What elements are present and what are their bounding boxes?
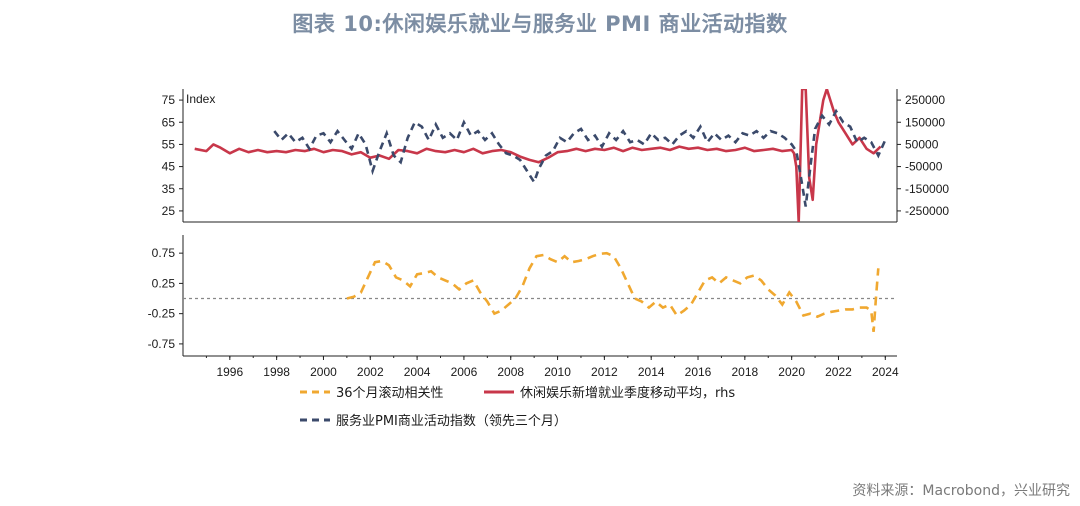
bottom-left-tick-label: 0.25 <box>152 276 176 290</box>
top-right-tick-label: 250000 <box>905 93 945 107</box>
x-tick-label: 2024 <box>872 365 899 379</box>
top-left-tick-label: 45 <box>162 160 176 174</box>
bottom-left-tick-label: -0.25 <box>148 307 176 321</box>
x-tick-label: 2002 <box>357 365 384 379</box>
x-tick-label: 2012 <box>591 365 618 379</box>
top-axis-label: Index <box>186 92 215 106</box>
bottom-left-tick-label: -0.75 <box>148 337 176 351</box>
top-right-tick-label: 150000 <box>905 115 945 129</box>
top-panel: 75 65 55 45 35 25 Index 250000 150000 50000 -50000… <box>162 89 949 223</box>
top-right-tick-label: -150000 <box>905 182 949 196</box>
top-right-tick-label: -50000 <box>905 160 943 174</box>
x-tick-label: 2010 <box>544 365 571 379</box>
top-right-tick-label: 50000 <box>905 137 939 151</box>
employment-series-line <box>194 89 882 222</box>
x-tick-label: 2004 <box>404 365 431 379</box>
chart-title: 图表 10:休闲娱乐就业与服务业 PMI 商业活动指数 <box>292 12 788 36</box>
x-tick-label: 1996 <box>216 365 243 379</box>
legend-pmi-label: 服务业PMI商业活动指数（领先三个月） <box>336 413 567 429</box>
legend-employment-label: 休闲娱乐新增就业季度移动平均，rhs <box>520 385 735 401</box>
bottom-left-tick-label: 0.75 <box>152 246 176 260</box>
top-left-tick-label: 65 <box>162 115 176 129</box>
pmi-series-line <box>273 108 887 207</box>
x-tick-label: 2022 <box>825 365 852 379</box>
x-tick-label: 1998 <box>263 365 290 379</box>
top-left-tick-label: 55 <box>162 137 176 151</box>
legend-correlation-label: 36个月滚动相关性 <box>336 385 444 401</box>
correlation-series-line <box>346 251 880 332</box>
x-tick-label: 2018 <box>731 365 758 379</box>
top-left-tick-label: 75 <box>162 93 176 107</box>
source-note: 资料来源：Macrobond，兴业研究 <box>852 483 1070 499</box>
top-right-tick-label: -250000 <box>905 204 949 218</box>
x-tick-label: 2020 <box>778 365 805 379</box>
legend: 36个月滚动相关性 休闲娱乐新增就业季度移动平均，rhs 服务业PMI商业活动指数（… <box>300 385 735 429</box>
x-tick-label: 2016 <box>685 365 712 379</box>
x-tick-label: 2006 <box>451 365 478 379</box>
x-tick-label: 2008 <box>497 365 524 379</box>
x-tick-label: 2000 <box>310 365 337 379</box>
top-left-tick-label: 35 <box>162 182 176 196</box>
x-tick-label: 2014 <box>638 365 665 379</box>
top-left-tick-label: 25 <box>162 204 176 218</box>
bottom-panel: 0.75 0.25 -0.25 -0.75 1996 1998 2000 2002 2004 20… <box>148 235 899 379</box>
